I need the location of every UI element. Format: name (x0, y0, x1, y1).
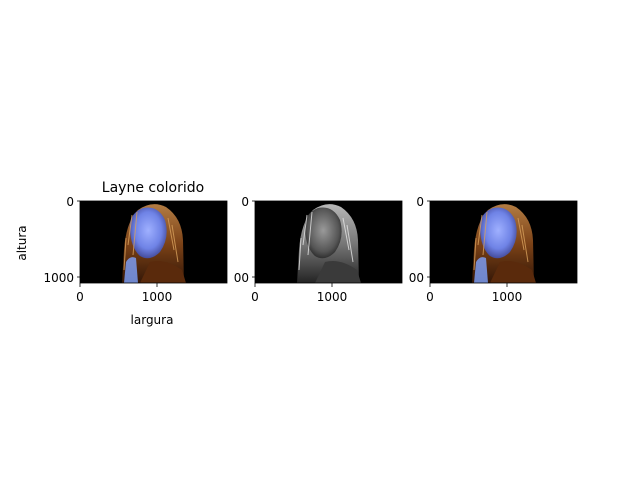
y-tick-label-0: 0 (66, 195, 74, 209)
portrait-color-image (472, 204, 536, 283)
y-axis-label: altura (15, 225, 29, 260)
portrait-grayscale-image (297, 204, 361, 283)
subplot-1: 0 1000 0 1000 Layne colorido largura alt… (15, 180, 228, 327)
y-tick-label-0: 0 (241, 195, 249, 209)
y-tick-label-1000: 1000 (43, 271, 74, 285)
portrait-color-image (122, 204, 186, 283)
axes-frame (254, 200, 403, 284)
x-tick-label-1000: 1000 (142, 290, 173, 304)
x-tick-label-0: 0 (251, 290, 259, 304)
x-tick-label-0: 0 (426, 290, 434, 304)
axes-frame (429, 200, 578, 284)
y-tick-label-1000: 00 (409, 271, 424, 285)
subplot-3: 0 00 0 1000 (409, 195, 578, 304)
axes-frame (79, 200, 228, 284)
subplot-2: 0 00 0 1000 (234, 195, 403, 304)
y-tick-label-0: 0 (416, 195, 424, 209)
x-tick-label-1000: 1000 (492, 290, 523, 304)
subplot-title: Layne colorido (102, 180, 204, 196)
x-tick-label-0: 0 (76, 290, 84, 304)
x-tick-label-1000: 1000 (317, 290, 348, 304)
x-axis-label: largura (131, 313, 174, 327)
y-tick-label-1000: 00 (234, 271, 249, 285)
